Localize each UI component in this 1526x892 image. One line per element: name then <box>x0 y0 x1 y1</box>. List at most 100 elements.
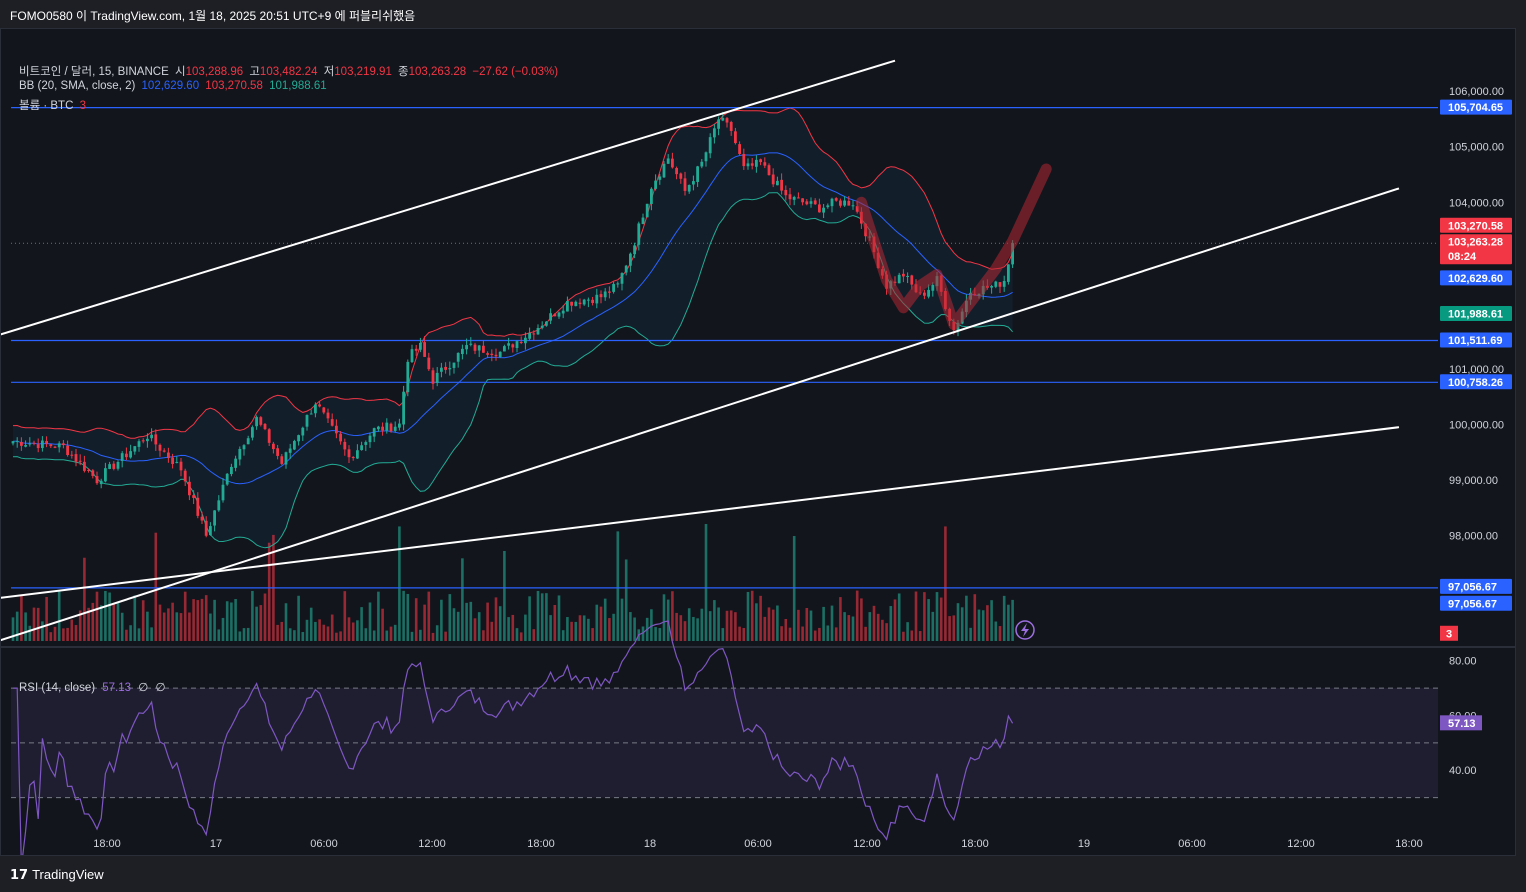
volume-bar <box>238 631 242 641</box>
candle-body <box>377 426 380 430</box>
candle <box>763 157 767 169</box>
candle-body <box>364 442 368 445</box>
price-axis-tick: 105,000.00 <box>1449 142 1504 154</box>
candle <box>549 308 552 325</box>
candle <box>515 340 519 353</box>
volume-bar <box>952 615 956 641</box>
candle-body <box>620 273 624 284</box>
candle-body <box>1007 264 1010 282</box>
candle <box>465 338 468 355</box>
candle <box>385 418 389 434</box>
candle <box>994 280 998 289</box>
chart-frame[interactable]: 98,000.00 99,000.00 100,000.00 101,000.00 10… <box>0 28 1516 856</box>
candle-body <box>414 348 418 351</box>
symbol-name[interactable]: 비트코인 / 달러, 15, BINANCE <box>19 66 169 78</box>
volume-bar <box>742 627 746 641</box>
candle <box>83 455 86 473</box>
candle <box>528 327 531 341</box>
candle-body <box>167 452 170 459</box>
candle-body <box>687 185 691 192</box>
volume-bar <box>717 607 720 641</box>
rsi-label[interactable]: RSI (14, close) <box>19 682 96 694</box>
candle-body <box>419 342 422 350</box>
candle <box>931 282 935 297</box>
volume-bar <box>809 610 813 641</box>
volume-bar <box>608 618 611 641</box>
candle-body <box>927 289 930 297</box>
volume-bar <box>780 626 783 641</box>
candle <box>49 444 53 448</box>
candle <box>297 434 300 446</box>
volume-bar <box>687 608 691 641</box>
candle-body <box>284 452 288 465</box>
candle-body <box>553 314 557 317</box>
candle <box>288 443 292 460</box>
candle-body <box>742 153 746 167</box>
volume-bar <box>225 601 229 641</box>
candle-body <box>1002 280 1006 287</box>
volume-bar <box>965 595 968 641</box>
candle-body <box>343 441 347 450</box>
candle-body <box>834 198 838 201</box>
volume-bar <box>217 629 221 641</box>
volume-bar <box>494 597 498 641</box>
candle-body <box>1011 243 1014 265</box>
candle-body <box>532 333 536 335</box>
candle-body <box>725 118 729 123</box>
chart-canvas[interactable]: 98,000.0099,000.00100,000.00101,000.0010… <box>1 29 1515 855</box>
footer: 𝟭𝟳 TradingView <box>0 858 1526 892</box>
bb-label[interactable]: BB (20, SMA, close, 2) <box>19 80 136 92</box>
volume-bar <box>393 624 397 641</box>
time-axis-tick: 18:00 <box>93 838 121 850</box>
volume-bar <box>696 618 699 641</box>
candle-body <box>708 137 712 154</box>
candle <box>473 342 477 355</box>
volume-bar <box>805 607 809 641</box>
tradingview-logo[interactable]: 𝟭𝟳 TradingView <box>10 867 104 883</box>
candle-body <box>692 181 695 185</box>
candle <box>347 445 351 464</box>
candle-body <box>906 275 909 277</box>
candle-body <box>133 446 137 452</box>
volume-bar <box>666 599 670 641</box>
candle <box>834 197 838 202</box>
candle <box>910 274 914 290</box>
candle <box>629 252 632 273</box>
symbol-legend[interactable]: 비트코인 / 달러, 15, BINANCE 시103,288.96 고103,… <box>19 63 561 79</box>
candle <box>797 192 800 199</box>
rsi-legend[interactable]: RSI (14, close) 57.13 ∅ ∅ <box>19 680 166 694</box>
candle-body <box>746 163 750 167</box>
candle-body <box>74 454 78 462</box>
price-axis-tick: 99,000.00 <box>1449 475 1498 487</box>
volume-bar <box>129 625 132 641</box>
candle <box>750 158 754 170</box>
candle-body <box>729 122 733 131</box>
volume-bar <box>784 619 788 641</box>
candle-body <box>335 425 338 434</box>
volume-legend[interactable]: 볼륨 · BTC 3 <box>19 97 89 113</box>
volume-bar <box>939 597 943 641</box>
candle-body <box>440 367 443 372</box>
volume-bar <box>288 628 292 641</box>
candle-body <box>683 178 687 191</box>
candle <box>280 454 284 466</box>
volume-bar <box>679 615 683 641</box>
price-axis-tick: 104,000.00 <box>1449 197 1504 209</box>
candle-body <box>561 310 565 314</box>
volume-bar <box>771 609 775 641</box>
volume-label[interactable]: 볼륨 · BTC <box>19 100 74 112</box>
candle-body <box>28 443 32 445</box>
candle-body <box>242 445 246 450</box>
candle <box>70 450 74 459</box>
price-axis-tick: 100,000.00 <box>1449 419 1504 431</box>
candle <box>314 402 317 418</box>
candle <box>477 345 481 358</box>
bb-legend[interactable]: BB (20, SMA, close, 2) 102,629.60 103,27… <box>19 80 330 92</box>
candle <box>95 471 99 485</box>
candle <box>801 198 804 206</box>
candle <box>448 361 452 376</box>
volume-bar <box>990 600 993 641</box>
volume-bar <box>461 558 464 641</box>
candle <box>356 444 359 459</box>
volume-bar <box>95 591 99 641</box>
